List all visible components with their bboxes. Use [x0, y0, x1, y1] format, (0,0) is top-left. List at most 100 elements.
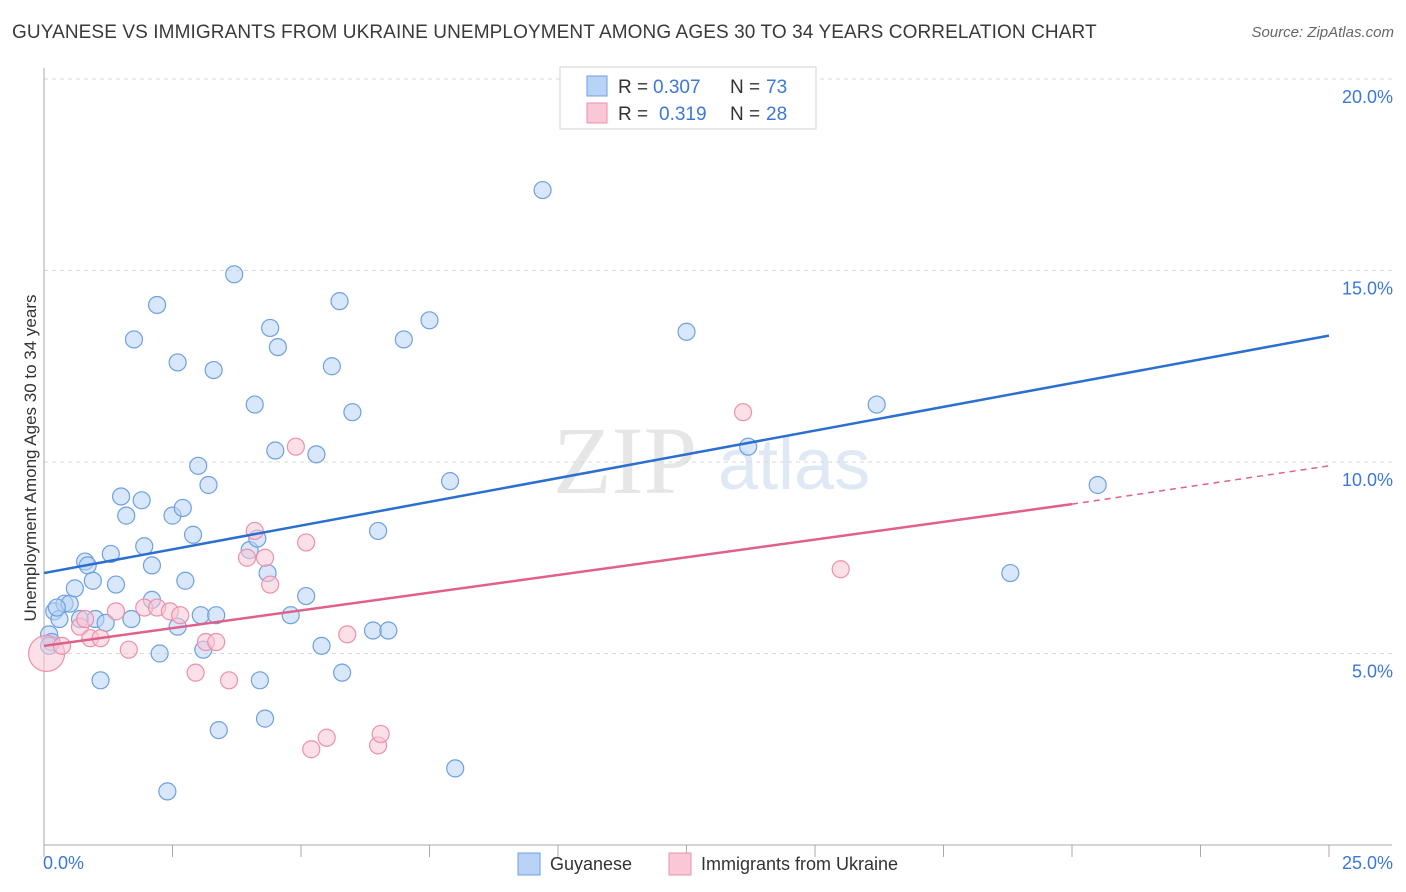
- guyanese-point: [225, 265, 244, 284]
- guyanese-point: [83, 571, 102, 590]
- legend-n-label-ukraine: N =: [730, 104, 760, 125]
- guyanese-point: [281, 606, 300, 625]
- ukraine-point: [371, 724, 390, 744]
- guyanese-point: [394, 330, 413, 349]
- legend-n-value-ukraine: 28: [766, 104, 787, 125]
- legend-r-label-ukraine: R =: [618, 104, 648, 125]
- guyanese-point: [142, 556, 162, 575]
- guyanese-point: [533, 180, 552, 200]
- guyanese-point: [363, 621, 383, 640]
- guyanese-point: [867, 395, 886, 414]
- bottom-legend: Guyanese Immigrants from Ukraine: [517, 852, 898, 876]
- watermark-atlas: atlas: [718, 425, 870, 505]
- y-tick-label: 20.0%: [1342, 87, 1393, 107]
- guyanese-point: [124, 330, 144, 349]
- guyanese-point: [207, 606, 226, 625]
- ukraine-point: [106, 602, 126, 621]
- ukraine-point: [171, 606, 190, 625]
- bottom-legend-swatch-ukraine: [668, 852, 692, 876]
- ukraine-point: [261, 575, 280, 594]
- guyanese-point: [268, 338, 287, 357]
- guyanese-point: [204, 360, 223, 380]
- guyanese-point: [199, 475, 218, 495]
- guyanese-point: [322, 357, 341, 376]
- guyanese-point: [297, 586, 316, 606]
- guyanese-point: [189, 456, 208, 475]
- bottom-legend-label-ukraine: Immigrants from Ukraine: [701, 854, 898, 874]
- ukraine-point: [237, 548, 257, 567]
- bottom-legend-swatch-guyanese: [517, 852, 541, 876]
- ukraine-point: [831, 560, 850, 579]
- legend-swatch-ukraine: [586, 102, 608, 124]
- ukraine-point: [286, 437, 305, 456]
- legend-r-label-guyanese: R =: [618, 77, 648, 98]
- guyanese-point: [333, 663, 352, 682]
- trend-layer: [43, 334, 1330, 648]
- y-tick-label: 10.0%: [1342, 470, 1393, 490]
- guyanese-point: [677, 322, 696, 341]
- guyanese-point: [150, 644, 169, 663]
- guyanese-point: [176, 571, 195, 590]
- ukraine-point: [207, 632, 226, 652]
- ukraine-trend-line: [43, 502, 1073, 648]
- ukraine-point: [76, 609, 95, 629]
- guyanese-point: [168, 353, 187, 372]
- guyanese-point: [1001, 563, 1020, 583]
- bottom-legend-label-guyanese: Guyanese: [550, 854, 632, 874]
- guyanese-point: [47, 598, 66, 617]
- guyanese-point: [122, 609, 141, 629]
- ukraine-point: [186, 663, 205, 682]
- guyanese-point: [91, 671, 110, 690]
- guyanese-point: [420, 311, 439, 330]
- legend-n-value-guyanese: 73: [766, 77, 787, 98]
- guyanese-point: [147, 295, 167, 315]
- guyanese-point: [245, 395, 264, 414]
- guyanese-point: [343, 403, 362, 422]
- source-label: Source: ZipAtlas.com: [1251, 24, 1394, 41]
- grid-layer: [44, 78, 1392, 654]
- x-tick-label-min: 0.0%: [43, 853, 84, 873]
- ukraine-point: [733, 403, 753, 422]
- ukraine-point: [317, 728, 336, 747]
- ukraine-point: [302, 740, 321, 759]
- guyanese-point: [307, 445, 326, 464]
- watermark-zip: ZIP: [553, 407, 697, 514]
- ukraine-trend-line-extension: [1071, 465, 1330, 505]
- guyanese-point: [158, 782, 177, 801]
- guyanese-point: [117, 506, 136, 525]
- ukraine-point: [219, 671, 239, 690]
- x-tick-label-max: 25.0%: [1342, 853, 1393, 873]
- y-tick-label: 15.0%: [1342, 279, 1393, 299]
- ukraine-point: [245, 521, 264, 541]
- legend-swatch-guyanese: [586, 75, 608, 97]
- ukraine-point: [338, 625, 357, 644]
- guyanese-point: [183, 525, 203, 544]
- guyanese-point: [65, 579, 84, 598]
- guyanese-point: [369, 521, 388, 541]
- chart-title: GUYANESE VS IMMIGRANTS FROM UKRAINE UNEM…: [12, 22, 1097, 43]
- ukraine-point: [119, 640, 138, 659]
- guyanese-point: [209, 720, 228, 740]
- guyanese-point: [266, 441, 285, 460]
- guyanese-point: [101, 544, 120, 564]
- legend-r-value-guyanese: 0.307: [653, 77, 701, 98]
- guyanese-point: [446, 759, 465, 778]
- guyanese-point: [111, 487, 131, 506]
- legend-n-label-guyanese: N =: [730, 77, 760, 98]
- guyanese-point: [440, 472, 460, 491]
- guyanese-point: [379, 621, 398, 640]
- guyanese-point: [1088, 475, 1107, 495]
- guyanese-point: [173, 498, 192, 518]
- y-axis-title: Unemployment Among Ages 30 to 34 years: [21, 295, 40, 622]
- legend-box: R = 0.307 N = 73 R = 0.319 N = 28: [559, 66, 817, 130]
- guyanese-point: [330, 292, 349, 311]
- guyanese-point: [312, 636, 331, 655]
- guyanese-point: [255, 709, 275, 728]
- guyanese-trend-line: [43, 334, 1330, 575]
- ukraine-point: [52, 636, 72, 655]
- guyanese-point: [250, 671, 269, 690]
- guyanese-point: [191, 606, 210, 625]
- ukraine-point: [255, 548, 275, 567]
- guyanese-point: [132, 491, 151, 510]
